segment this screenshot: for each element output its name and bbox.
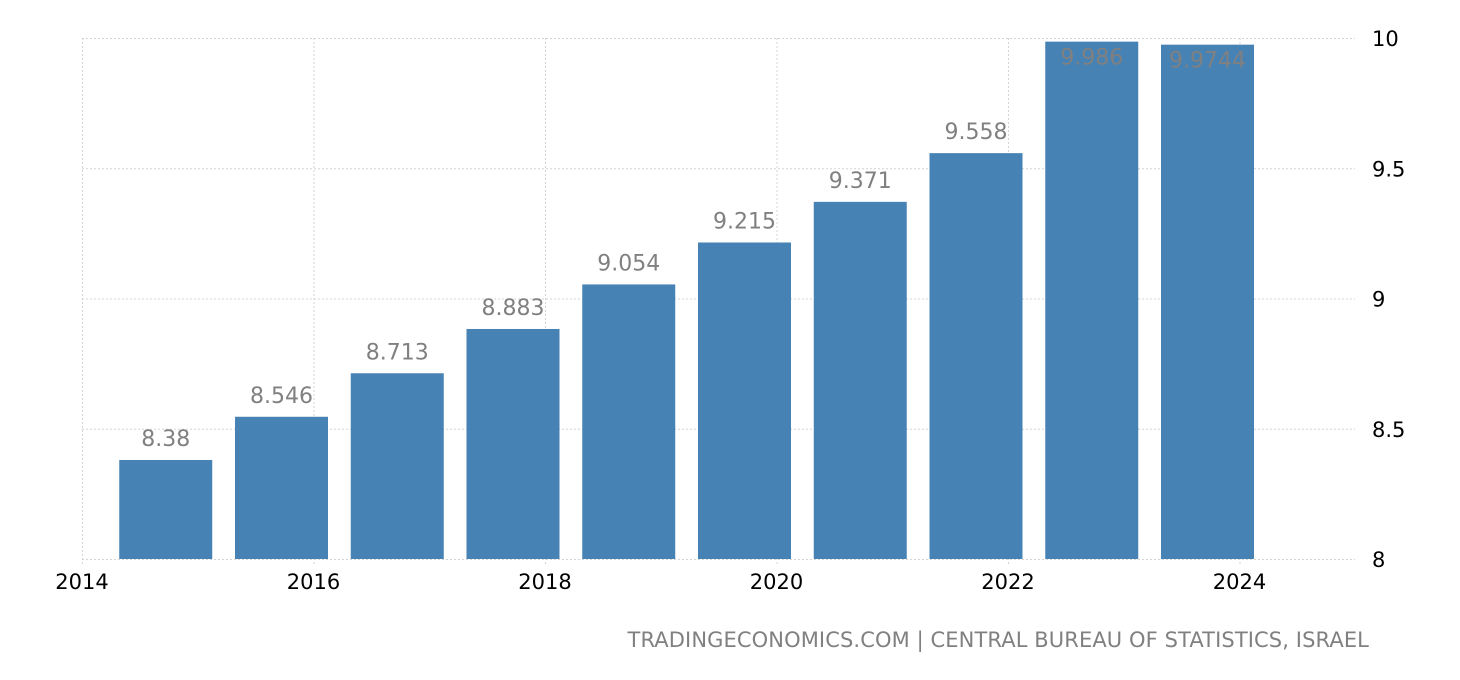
bar-2016 [235,416,328,559]
bar-value-labels: 8.38 8.546 8.713 8.883 9.054 9.215 9.371 9.558 9… [141,46,1246,452]
bar-2019 [582,284,676,559]
bar-value-label: 8.883 [482,296,545,321]
y-tick-label: 8.5 [1372,418,1405,442]
bar-2015 [119,460,213,559]
bar-value-label: 8.713 [366,340,429,365]
bar-2024 [1161,44,1254,559]
x-tick-label: 2024 [1213,570,1266,594]
y-tick-label: 9 [1372,288,1385,312]
bar-value-label: 9.986 [1060,46,1123,71]
y-tick-label: 8 [1372,548,1385,572]
bar-2017 [350,373,444,559]
x-tick-label: 2016 [287,570,340,594]
bar-value-label: 9.054 [597,251,660,276]
bar-value-label: 9.215 [713,209,776,234]
y-tick-label: 9.5 [1372,157,1405,181]
x-axis-ticks: 2014 2016 2018 2020 2022 2024 [55,570,1266,594]
y-tick-label: 10 [1372,27,1399,51]
bar-value-label: 8.38 [141,427,190,452]
source-attribution: TRADINGECONOMICS.COM | CENTRAL BUREAU OF… [627,628,1369,652]
bar-value-label: 9.558 [945,120,1008,145]
bar-value-label: 9.371 [829,169,892,194]
bar-2021 [813,201,907,560]
x-tick-label: 2014 [55,570,108,594]
x-tick-label: 2020 [750,570,803,594]
bar-2020 [698,242,791,559]
bars [119,41,1254,560]
bar-2023 [1045,41,1139,560]
x-tick-label: 2022 [981,570,1034,594]
bar-2018 [466,328,560,559]
bar-value-label: 9.9744 [1169,49,1246,74]
y-axis-ticks: 8 8.5 9 9.5 10 [1372,27,1405,572]
x-tick-label: 2018 [518,570,571,594]
bar-2022 [929,153,1023,560]
bar-value-label: 8.546 [250,384,313,409]
